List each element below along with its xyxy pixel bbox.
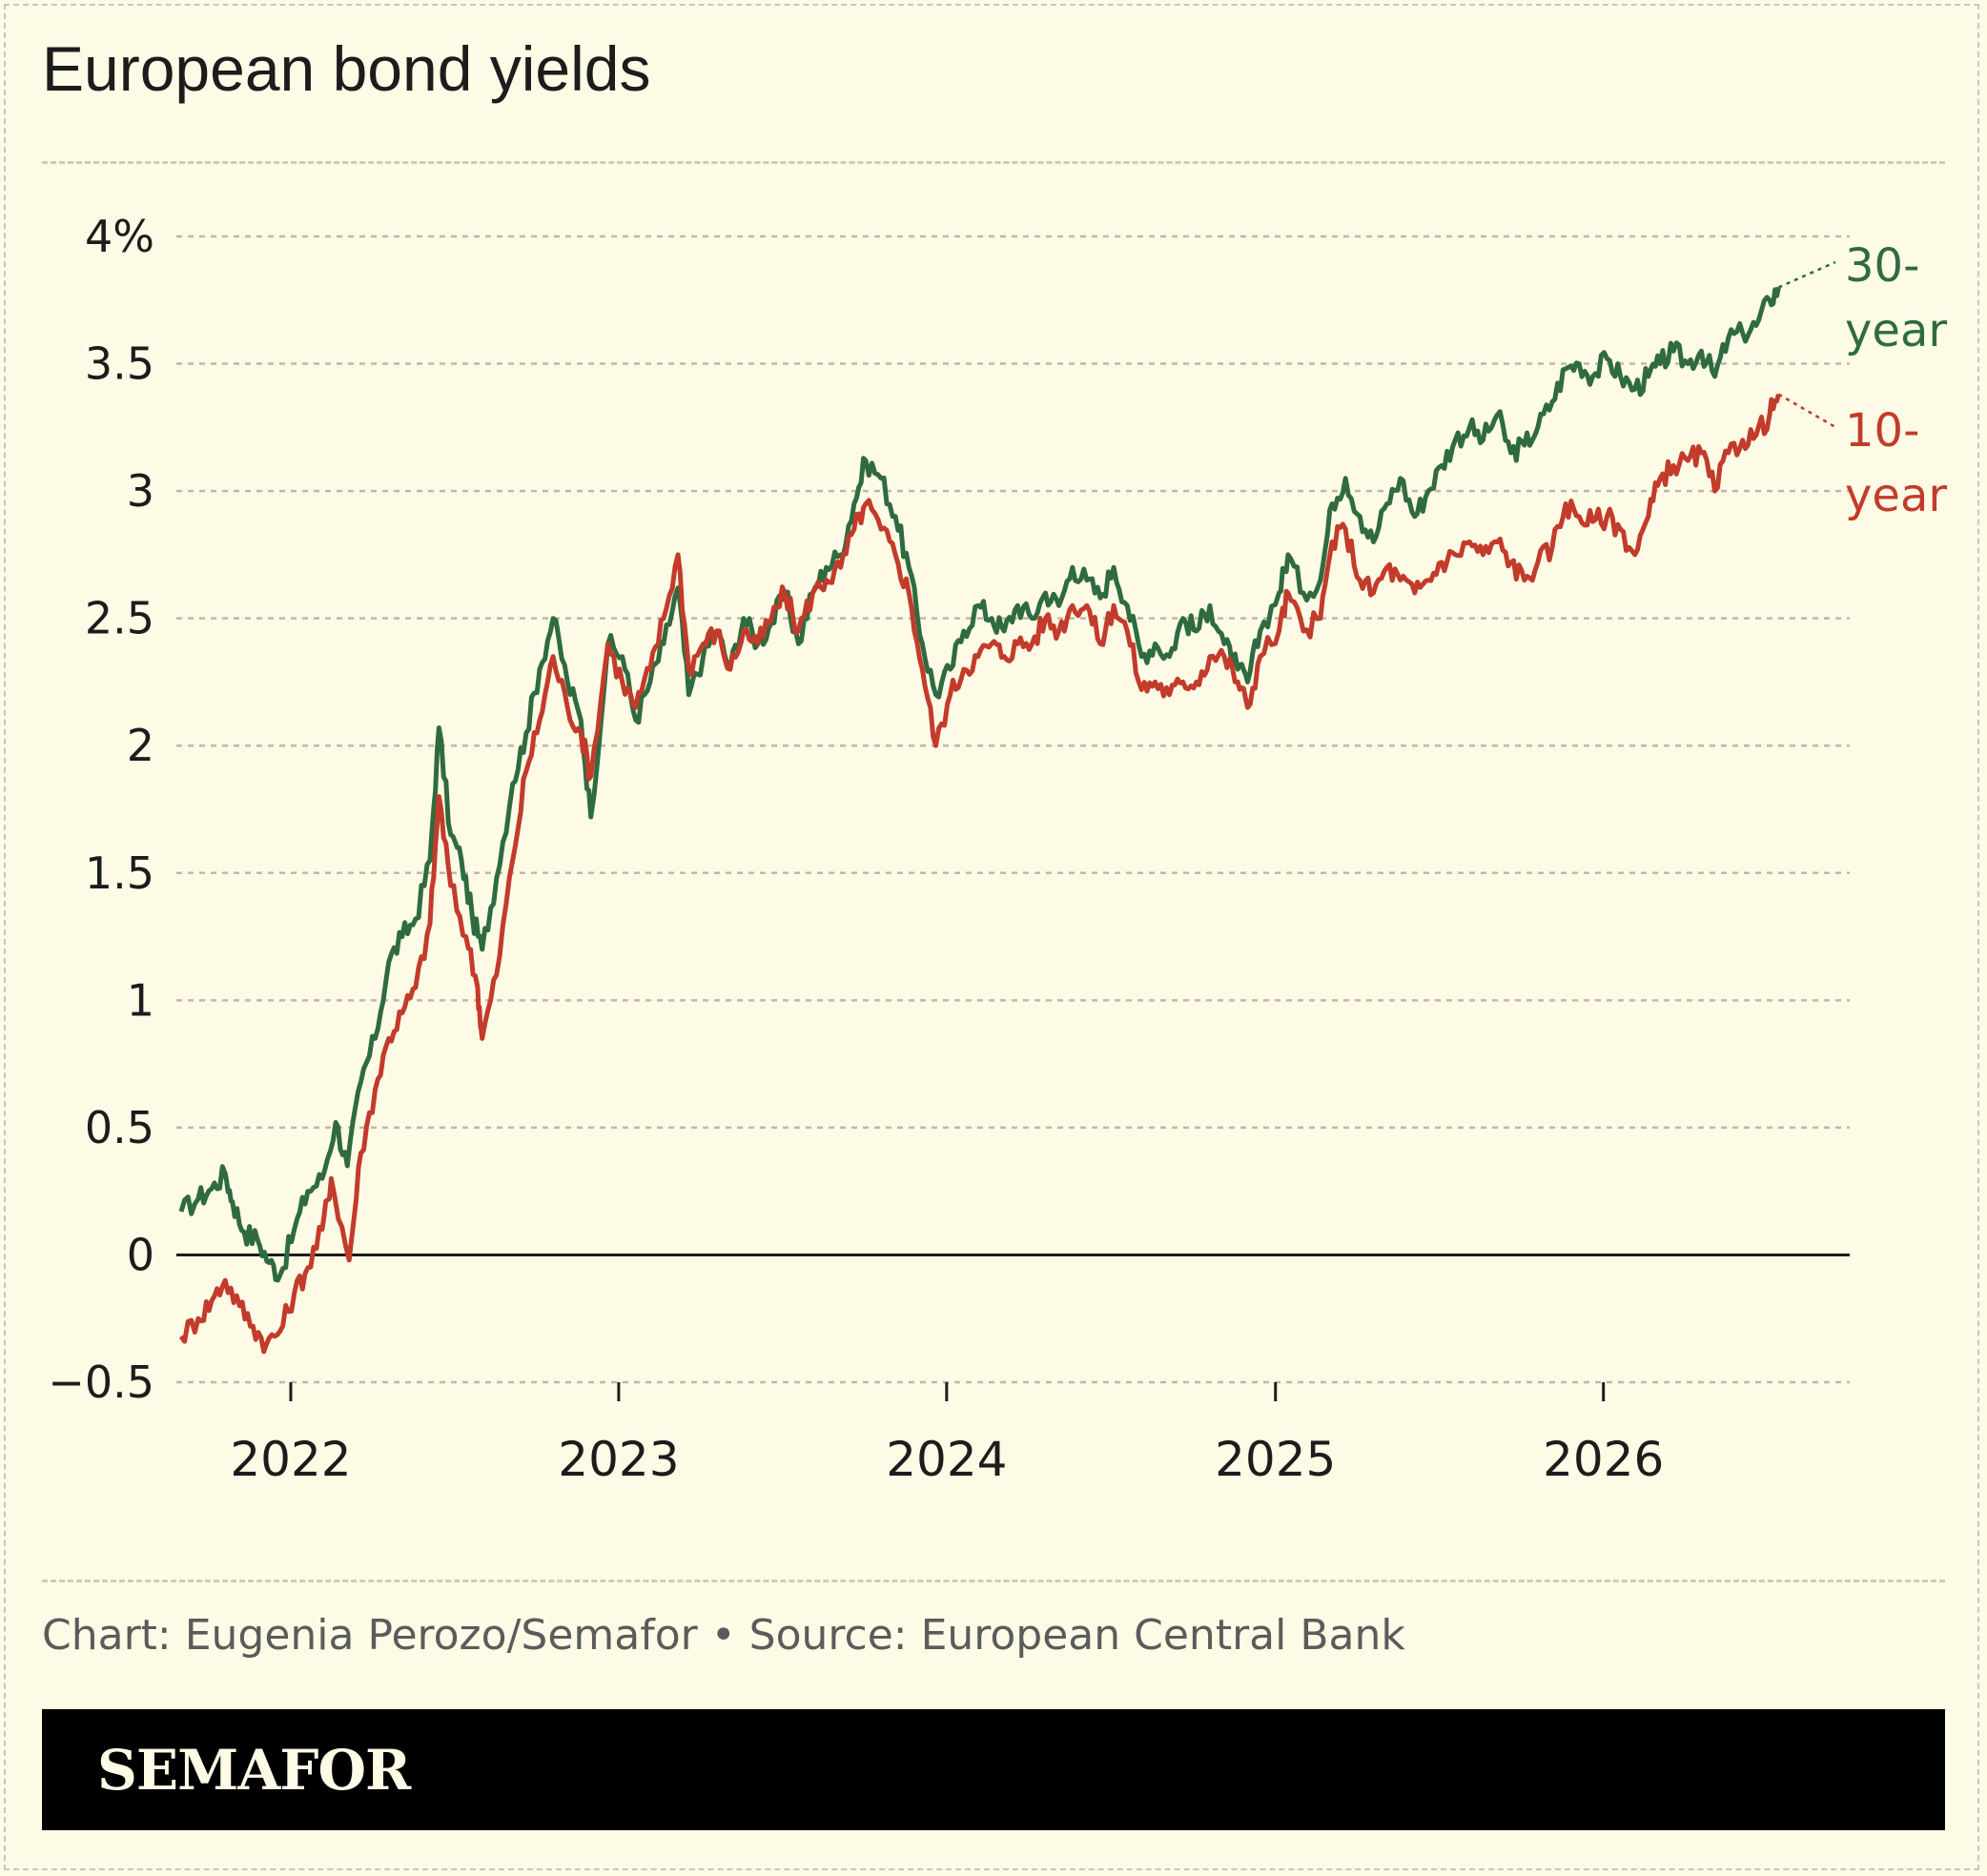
series-label: year — [1845, 469, 1947, 522]
x-tick-label: 2023 — [558, 1432, 679, 1487]
series-line-10-year — [178, 393, 1781, 1355]
x-tick-label: 2025 — [1215, 1432, 1336, 1487]
series-label: 30- — [1845, 239, 1919, 293]
chart-title: European bond yields — [42, 33, 651, 104]
gridlines — [176, 234, 1850, 1384]
y-axis: −0.5 0 0.5 1 1.5 2 2.5 3 3.5 4% — [48, 211, 154, 1408]
x-axis: 2022 2023 2024 2025 2026 — [230, 1382, 1664, 1487]
y-tick-label: −0.5 — [48, 1356, 154, 1408]
series-label: year — [1845, 304, 1947, 357]
y-tick-label: 2 — [127, 720, 154, 771]
series-connector — [1777, 393, 1836, 429]
series-lines — [178, 286, 1781, 1355]
chart-credit: Chart: Eugenia Perozo/Semafor • Source: … — [42, 1611, 1405, 1660]
y-tick-label: 3 — [127, 465, 154, 517]
y-tick-label: 3.5 — [85, 338, 154, 390]
chart-frame — [4, 4, 1979, 1870]
y-tick-label: 2.5 — [85, 593, 154, 644]
x-tick-label: 2022 — [230, 1432, 351, 1487]
bottom-divider — [42, 1580, 1945, 1582]
top-divider — [42, 161, 1945, 164]
x-tick-label: 2026 — [1543, 1432, 1664, 1487]
y-tick-label: 0.5 — [85, 1102, 154, 1153]
y-tick-label: 1 — [127, 974, 154, 1026]
y-tick-label: 4% — [85, 211, 154, 262]
series-connector — [1777, 260, 1836, 289]
semafor-logo: SEMAFOR — [97, 1738, 411, 1803]
brand-footer: SEMAFOR — [42, 1709, 1945, 1830]
y-tick-label: 0 — [127, 1229, 154, 1280]
x-tick-label: 2024 — [886, 1432, 1007, 1487]
series-label: 10- — [1845, 404, 1919, 458]
y-tick-label: 1.5 — [85, 847, 154, 899]
series-line-30-year — [178, 286, 1781, 1283]
line-chart: −0.500.511.522.533.54% 2022 2023 2024 2025 2… — [48, 211, 1947, 1487]
series-labels: 30- year 10- year — [1777, 239, 1947, 522]
